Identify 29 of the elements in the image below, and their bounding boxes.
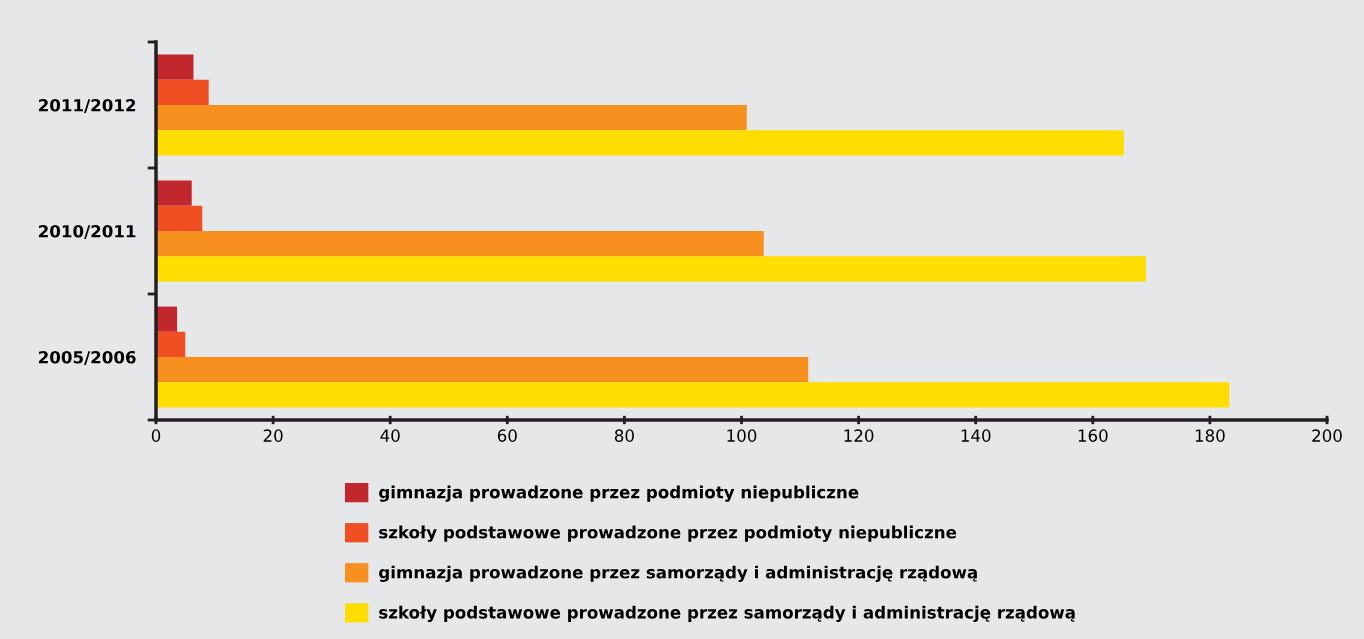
x-tick-label: 100 — [727, 429, 757, 442]
x-tick-label: 180 — [1195, 429, 1225, 442]
y-tick-label: 2005/2006 — [39, 350, 136, 365]
y-tick-label: 2011/2012 — [39, 98, 136, 113]
legend-label: gimnazja prowadzone przez podmioty niepubliczne — [379, 485, 859, 502]
bar — [156, 331, 186, 357]
x-tick-label: 40 — [380, 429, 400, 442]
legend-label: gimnazja prowadzone przez samorządy i administrację rządową — [379, 565, 977, 582]
bar — [156, 256, 1147, 282]
x-tick-label: 80 — [614, 429, 634, 442]
bar — [156, 357, 809, 383]
legend-label: szkoły podstawowe prowadzone przez samorządy i administrację rządową — [379, 605, 1075, 623]
bar — [156, 180, 192, 206]
x-tick-label: 20 — [263, 429, 283, 442]
bar — [156, 54, 194, 80]
x-tick-label: 160 — [1078, 429, 1108, 442]
bar — [156, 79, 209, 105]
bar — [156, 130, 1124, 156]
x-tick-label: 200 — [1312, 429, 1342, 442]
bar — [156, 231, 764, 257]
x-tick-label: 60 — [497, 429, 517, 442]
x-tick-label: 120 — [844, 429, 874, 442]
x-tick-label: 0 — [151, 429, 161, 442]
bar — [156, 382, 1230, 408]
bar — [156, 105, 747, 131]
bar — [156, 205, 203, 231]
legend-label: szkoły podstawowe prowadzone przez podmioty niepubliczne — [379, 525, 957, 542]
y-tick-label: 2010/2011 — [39, 224, 136, 239]
x-tick-label: 140 — [961, 429, 991, 442]
